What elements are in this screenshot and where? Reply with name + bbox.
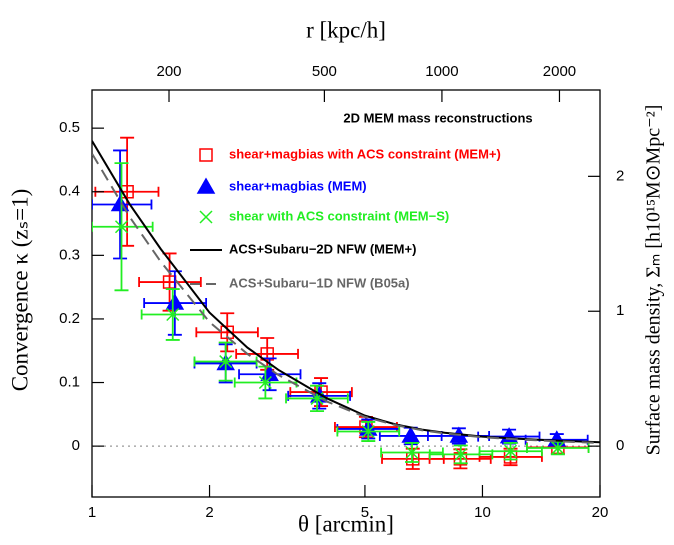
y2-axis-label: Surface mass density, Σₘ [h10¹⁵M⊙Mpc⁻²]	[643, 105, 665, 456]
x2-axis-label: r [kpc/h]	[306, 17, 386, 42]
legend-label: shear+magbias with ACS constraint (MEM+)	[229, 146, 501, 161]
x2-tick-label: 2000	[543, 63, 576, 80]
x-tick-label: 5	[361, 504, 369, 521]
marker	[258, 376, 272, 390]
plot-area	[92, 136, 600, 470]
y-tick-label: 0.2	[59, 310, 80, 327]
y-tick-label: 0.4	[59, 183, 80, 200]
legend-label: shear+magbias (MEM)	[229, 178, 367, 193]
y2-tick-label: 1	[616, 302, 624, 319]
marker	[405, 445, 419, 460]
x-tick-label: 10	[474, 504, 491, 521]
x-error-bar	[195, 327, 259, 338]
plot-frame	[91, 89, 601, 498]
marker	[503, 444, 518, 458]
marker	[260, 347, 274, 361]
legend-title: 2D MEM mass reconstructions	[343, 110, 532, 125]
marker	[114, 220, 129, 234]
y-tick-label: 0	[72, 437, 80, 454]
marker	[196, 177, 216, 194]
x2-tick-label: 1000	[425, 63, 458, 80]
marker	[165, 293, 185, 310]
x-tick-label: 1	[88, 504, 96, 521]
marker	[199, 210, 213, 224]
y2-tick-label: 0	[616, 437, 624, 454]
model-curve	[92, 140, 600, 444]
legend-label: shear with ACS constraint (MEM−S)	[229, 208, 449, 223]
y-tick-label: 0.5	[59, 119, 80, 136]
y-tick-label: 0.3	[59, 246, 80, 263]
x-error-bar	[138, 277, 202, 288]
marker	[219, 355, 233, 369]
marker	[499, 427, 519, 444]
y-axis-label: Convergence κ (zₛ=1)	[7, 189, 32, 392]
y-tick-label: 0.1	[59, 374, 80, 391]
y2-tick-label: 2	[616, 167, 624, 184]
marker	[551, 441, 565, 455]
marker	[401, 426, 421, 443]
x-tick-label: 2	[205, 504, 213, 521]
marker	[199, 148, 213, 162]
marker	[361, 424, 375, 439]
x-tick-label: 20	[592, 504, 609, 521]
x2-tick-label: 500	[312, 63, 337, 80]
marker	[166, 307, 180, 322]
marker	[454, 447, 468, 461]
x2-tick-label: 200	[156, 63, 181, 80]
legend-label: ACS+Subaru−1D NFW (B05a)	[229, 275, 410, 290]
x-axis-label: θ [arcmin]	[298, 511, 394, 536]
legend-label: ACS+Subaru−2D NFW (MEM+)	[229, 241, 416, 256]
model-curve	[92, 153, 600, 444]
